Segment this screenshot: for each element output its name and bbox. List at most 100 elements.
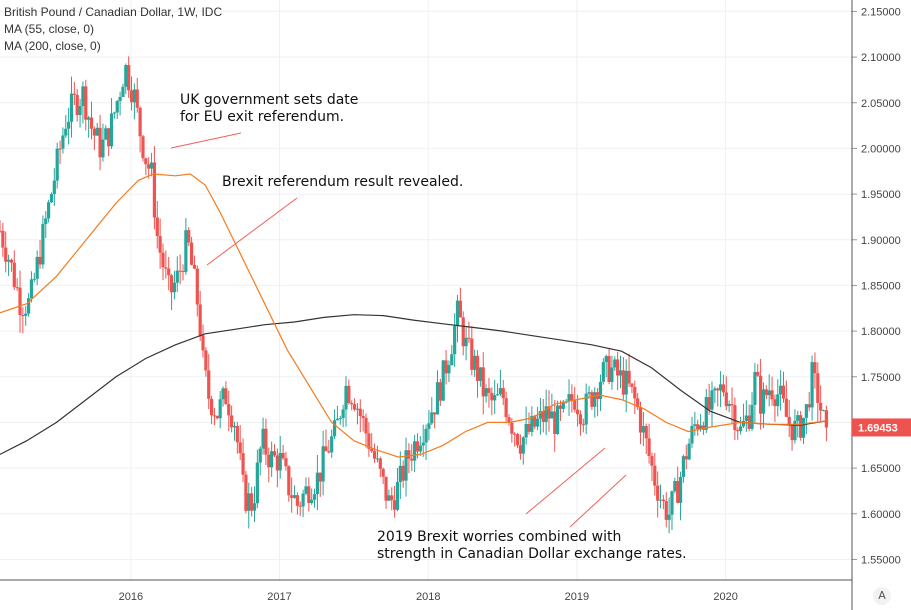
- candle-body: [767, 390, 771, 396]
- candle-body: [650, 456, 654, 466]
- candle-body: [115, 101, 119, 113]
- candle-body: [390, 495, 394, 501]
- candle-body: [235, 425, 239, 443]
- candle-body: [498, 388, 503, 395]
- auto-scale-button[interactable]: A: [873, 587, 891, 605]
- candle-body: [661, 499, 665, 502]
- candle-body: [604, 356, 608, 363]
- candle-body: [241, 453, 245, 475]
- candle-body: [475, 355, 480, 381]
- annotation-line-text: 2019 Brexit worries combined with: [377, 529, 622, 545]
- candle-body: [770, 390, 774, 400]
- x-tick-label: 2018: [416, 591, 440, 603]
- candle-body: [375, 458, 380, 460]
- candle-body: [167, 268, 171, 276]
- candle-body: [555, 405, 560, 434]
- candle-body: [759, 375, 763, 414]
- annotation-pointer: [170, 132, 242, 149]
- candle-body: [0, 230, 2, 232]
- candle-body: [824, 410, 828, 428]
- candle-body: [64, 128, 68, 136]
- candle-body: [464, 337, 468, 347]
- y-tick-label: 1.80000: [861, 326, 901, 338]
- candle-body: [195, 268, 199, 305]
- candle-body: [495, 394, 500, 396]
- candle-body: [175, 270, 179, 283]
- candle-body: [49, 194, 54, 203]
- candle-body: [393, 500, 397, 510]
- candle-body: [453, 326, 457, 355]
- candle-body: [258, 448, 262, 463]
- candle-body: [435, 382, 440, 415]
- candle-body: [738, 426, 743, 432]
- candle-body: [627, 370, 631, 384]
- candle-body: [721, 384, 726, 393]
- y-tick-label: 1.95000: [861, 189, 901, 201]
- candle-body: [284, 458, 288, 467]
- candle-body: [779, 385, 783, 395]
- candle-body: [521, 437, 525, 454]
- candle-body: [787, 416, 791, 425]
- annotation-pointer: [206, 197, 298, 266]
- candle-body: [427, 423, 431, 429]
- candle-body: [461, 317, 465, 347]
- candle-body: [718, 384, 723, 391]
- candle-body: [750, 404, 754, 429]
- candle-body: [693, 424, 697, 426]
- candle-body: [515, 434, 520, 446]
- candle-body: [819, 402, 823, 411]
- chart-grid: [0, 0, 852, 580]
- candle-body: [395, 482, 400, 510]
- candle-body: [633, 386, 637, 399]
- candle-body: [553, 411, 557, 434]
- candle-body: [104, 128, 108, 140]
- candle-body: [816, 373, 820, 403]
- x-tick-label: 2017: [267, 591, 291, 603]
- y-tick-label: 1.90000: [861, 235, 901, 247]
- candle-body: [181, 271, 185, 273]
- candle-body: [773, 399, 777, 407]
- candle-body: [493, 395, 497, 401]
- candle-body: [541, 410, 545, 422]
- candle-body: [535, 418, 540, 427]
- candle-body: [707, 397, 711, 410]
- candle-body: [584, 393, 588, 425]
- candle-body: [98, 127, 102, 158]
- candle-body: [4, 247, 8, 262]
- candle-body: [656, 485, 660, 501]
- candle-body: [164, 267, 168, 269]
- candle-body: [318, 472, 322, 482]
- candle-body: [338, 418, 342, 420]
- candle-body: [624, 370, 628, 395]
- candle-body: [458, 300, 462, 318]
- candle-body: [487, 388, 491, 393]
- candle-body: [244, 474, 248, 511]
- candle-body: [350, 403, 354, 405]
- candle-body: [410, 458, 414, 461]
- candle-body: [347, 385, 351, 404]
- candle-body: [730, 404, 734, 406]
- candle-body: [667, 514, 671, 520]
- candle-body: [184, 230, 188, 272]
- candle-body: [538, 410, 543, 419]
- candle-body: [224, 388, 228, 405]
- candle-body: [593, 392, 597, 407]
- candle-body: [801, 417, 806, 438]
- candle-body: [278, 452, 282, 471]
- candle-body: [161, 252, 165, 268]
- candle-body: [761, 389, 766, 414]
- candle-body: [264, 428, 268, 455]
- candle-body: [799, 415, 803, 438]
- candle-body: [9, 259, 14, 263]
- candle-body: [364, 417, 368, 434]
- candle-body: [124, 65, 128, 87]
- candle-body: [504, 398, 508, 418]
- candle-body: [178, 270, 182, 272]
- candle-body: [138, 107, 142, 137]
- candle-body: [144, 158, 148, 165]
- candle-body: [484, 388, 488, 397]
- candle-body: [95, 127, 99, 136]
- candle-body: [370, 448, 374, 452]
